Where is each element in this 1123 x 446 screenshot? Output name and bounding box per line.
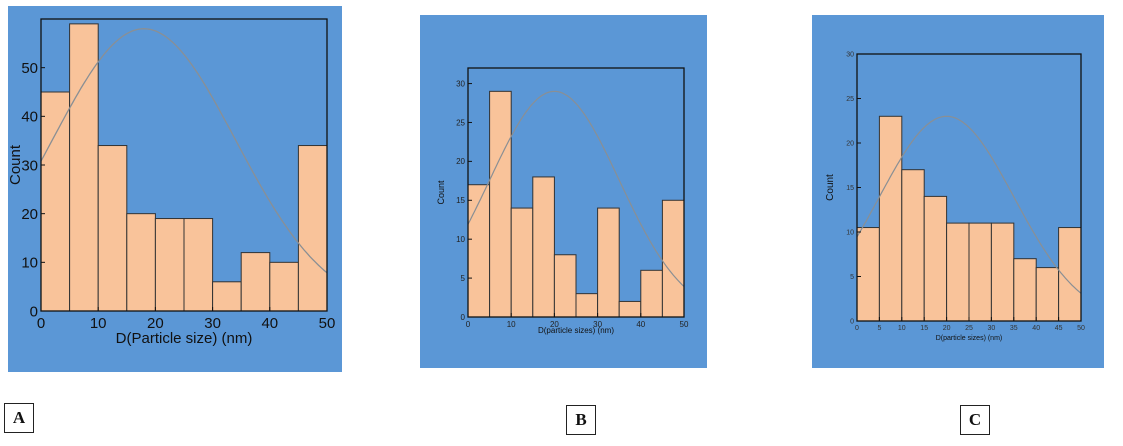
y-tick-label: 25: [846, 96, 854, 103]
y-tick-label: 10: [846, 229, 854, 236]
histogram-bar: [878, 115, 903, 322]
histogram-bar: [990, 222, 1015, 322]
y-tick-label: 20: [846, 140, 854, 147]
y-tick-label: 30: [21, 157, 38, 174]
histogram-bar: [510, 207, 534, 318]
histogram-bar: [553, 254, 577, 318]
x-tick-label: 15: [920, 325, 928, 332]
histogram-bar: [1013, 258, 1037, 322]
panel-label-b: B: [566, 405, 596, 435]
x-axis-label: D(particle sizes) (nm): [936, 335, 1003, 342]
panel-label-c: C: [960, 405, 990, 435]
x-tick-label: 35: [1010, 325, 1018, 332]
histogram-bar: [923, 195, 948, 322]
x-tick-label: 45: [1055, 325, 1063, 332]
histogram-bar: [69, 23, 99, 312]
x-tick-label: 30: [988, 325, 996, 332]
x-tick-label: 5: [877, 325, 881, 332]
fit-curve: [856, 115, 1082, 294]
histogram-bar: [212, 281, 242, 312]
x-tick-label: 0: [466, 320, 471, 329]
y-tick-label: 25: [456, 118, 465, 127]
histogram-bar: [618, 300, 642, 318]
histogram-bar: [183, 218, 214, 312]
histogram-bar: [489, 90, 512, 318]
histogram-bar: [640, 269, 663, 318]
x-tick-label: 0: [37, 315, 45, 332]
histogram-bar: [97, 145, 128, 312]
y-axis-label: Count: [436, 180, 446, 205]
x-tick-label: 30: [593, 320, 602, 329]
histogram-panel-c: 0 5 10 15 20 25 30 35 40 45 50 0 5 10 15 20 25 30 D(partic…: [812, 15, 1104, 368]
x-tick-label: 50: [680, 320, 689, 329]
histogram-bar: [154, 218, 185, 312]
x-tick-label: 25: [965, 325, 973, 332]
x-tick-label: 40: [1032, 325, 1040, 332]
y-axis-label: Count: [7, 144, 24, 185]
y-tick-label: 10: [21, 255, 38, 272]
y-tick-label: 20: [21, 206, 38, 223]
y-tick-label: 40: [21, 109, 38, 126]
y-tick-label: 15: [456, 196, 465, 205]
y-tick-label: 20: [456, 157, 465, 166]
x-tick-label: 20: [147, 315, 164, 332]
x-tick-label: 40: [636, 320, 645, 329]
y-tick-label: 5: [461, 274, 466, 283]
y-tick-label: 30: [456, 79, 465, 88]
x-tick-label: 10: [898, 325, 906, 332]
histogram-bar: [661, 199, 685, 318]
histogram-bar: [269, 261, 299, 312]
histogram-panel-a: 0 10 20 30 40 50 0 10 20 30 40 50 D(Particle size) (…: [7, 6, 342, 372]
fit-curve: [40, 28, 328, 274]
y-tick-label: 5: [850, 274, 854, 281]
x-tick-label: 30: [204, 315, 221, 332]
y-tick-label: 30: [846, 51, 854, 58]
histogram-chart-a: 0 10 20 30 40 50 0 10 20 30 40 50 D(Particle size) (…: [7, 18, 336, 347]
x-tick-label: 0: [855, 325, 859, 332]
histogram-bar: [901, 169, 925, 322]
histogram-bar: [575, 293, 599, 318]
x-axis-label: D(Particle size) (nm): [116, 330, 253, 347]
x-tick-label: 10: [90, 315, 107, 332]
histogram-bar: [532, 176, 555, 318]
x-tick-label: 10: [507, 320, 516, 329]
y-tick-label: 10: [456, 235, 465, 244]
x-tick-label: 50: [1077, 325, 1085, 332]
histogram-bar: [597, 207, 620, 318]
y-tick-label: 0: [461, 313, 466, 322]
fit-curve: [467, 90, 685, 287]
histogram-bar: [946, 222, 970, 322]
histogram-bar: [40, 91, 71, 312]
plot-frame: [467, 67, 685, 318]
histogram-bar: [297, 145, 328, 312]
y-tick-label: 0: [30, 303, 38, 320]
histogram-bar: [1035, 267, 1060, 322]
y-axis-label: Count: [825, 174, 836, 201]
y-tick-label: 50: [21, 60, 38, 77]
histogram-bar: [240, 252, 271, 312]
panel-label-a: A: [4, 403, 34, 433]
x-tick-label: 20: [550, 320, 559, 329]
histogram-bar: [968, 222, 992, 322]
histogram-panel-b: 0 10 20 30 40 50 0 5 10 15 20 25 30 D(particle sizes)…: [420, 15, 707, 368]
x-tick-label: 40: [261, 315, 278, 332]
y-tick-label: 15: [846, 185, 854, 192]
histogram-bar: [856, 227, 880, 322]
histogram-bar: [126, 213, 156, 312]
histogram-chart-c: 0 5 10 15 20 25 30 35 40 45 50 0 5 10 15 20 25 30 D(partic…: [825, 51, 1085, 342]
x-tick-label: 50: [319, 315, 336, 332]
x-axis-label: D(particle sizes) (nm): [538, 326, 614, 335]
y-tick-label: 0: [850, 318, 854, 325]
histogram-bar: [467, 184, 491, 318]
x-tick-label: 20: [943, 325, 951, 332]
